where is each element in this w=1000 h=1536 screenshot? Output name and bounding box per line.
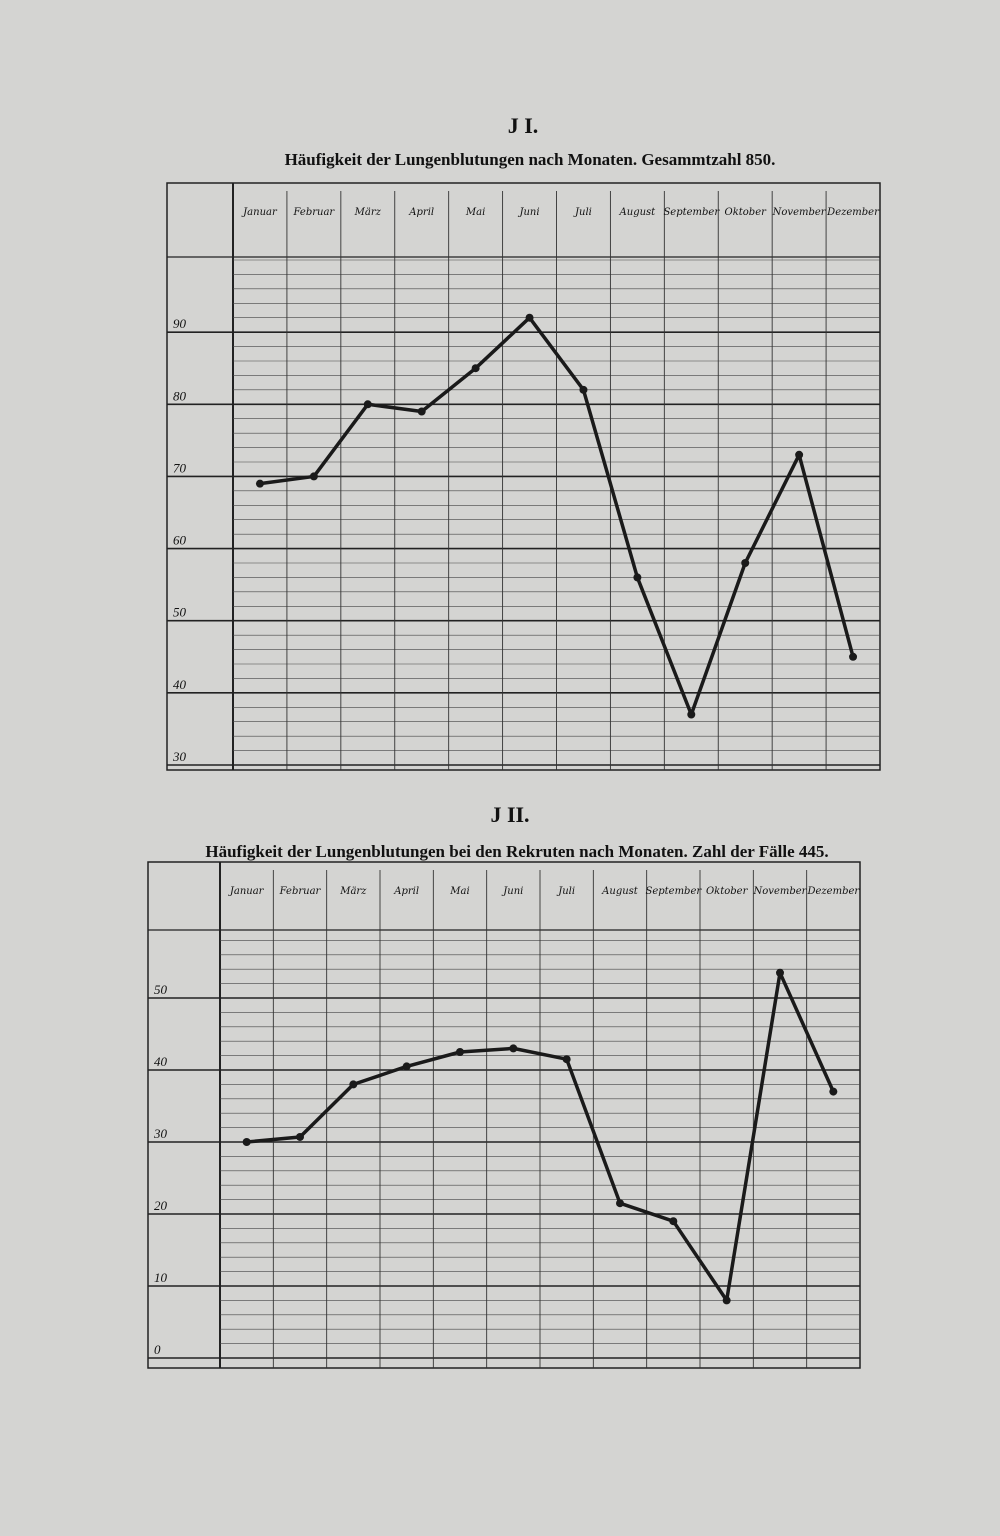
data-point [509,1044,518,1053]
x-tick-label: August [619,207,657,218]
x-tick-label: November [753,886,808,897]
data-point [296,1132,304,1141]
x-tick-label: April [408,207,434,218]
x-tick-label: Mai [465,207,485,218]
y-tick-label: 60 [173,533,187,548]
y-tick-label: 40 [154,1054,168,1069]
data-point [402,1062,411,1071]
x-tick-label: Februar [293,207,336,218]
x-tick-label: Oktober [706,886,749,897]
x-tick-label: November [772,207,827,218]
x-tick-label: Januar [228,886,265,897]
y-tick-label: 40 [173,677,187,692]
y-tick-label: 50 [173,605,187,620]
x-tick-label: Juli [556,886,575,897]
data-point [829,1087,838,1096]
data-point [633,573,642,582]
data-point [795,450,804,459]
x-tick-label: Dezember [806,886,860,897]
data-point [616,1199,624,1208]
x-tick-label: Dezember [826,207,880,218]
x-tick-label: Januar [241,207,278,218]
x-tick-label: April [393,886,419,897]
x-tick-label: September [645,886,702,897]
data-point [669,1217,678,1226]
data-point [309,472,318,481]
x-tick-label: Mai [449,886,469,897]
chart-title: J II. [490,802,529,827]
x-tick-label: März [354,207,382,218]
data-point [349,1080,358,1089]
data-point [242,1138,251,1146]
data-point [562,1055,571,1064]
x-tick-label: Oktober [725,207,768,218]
x-tick-label: März [339,886,367,897]
data-point [417,407,426,416]
x-tick-label: Juni [501,886,523,897]
data-point [776,968,784,977]
x-tick-label: Februar [279,886,322,897]
chart-subtitle: Häufigkeit der Lungenblutungen bei den R… [205,842,828,861]
y-tick-label: 10 [154,1270,168,1285]
x-tick-label: Juni [517,207,539,218]
y-tick-label: 50 [154,982,168,997]
chart-subtitle: Häufigkeit der Lungenblutungen nach Mona… [285,150,776,169]
x-tick-label: Juli [573,207,592,218]
data-point [687,710,696,719]
data-point [456,1048,464,1056]
frame [147,861,861,1369]
chart-title: J I. [508,113,539,138]
data-line [246,971,835,1303]
y-tick-label: 90 [173,316,187,331]
data-point [722,1296,731,1305]
data-line [259,315,855,717]
data-point [471,364,480,373]
data-point [579,385,588,394]
x-tick-label: August [601,886,639,897]
y-tick-label: 30 [172,749,187,764]
data-point [255,479,264,488]
data-point [363,400,372,409]
data-point [525,313,534,322]
y-tick-label: 80 [173,388,187,403]
y-tick-label: 30 [153,1126,168,1141]
y-tick-label: 70 [173,460,187,475]
y-tick-label: 0 [154,1342,161,1357]
y-tick-label: 20 [154,1198,168,1213]
data-point [741,559,750,567]
x-tick-label: September [663,207,720,218]
data-point [849,652,858,661]
